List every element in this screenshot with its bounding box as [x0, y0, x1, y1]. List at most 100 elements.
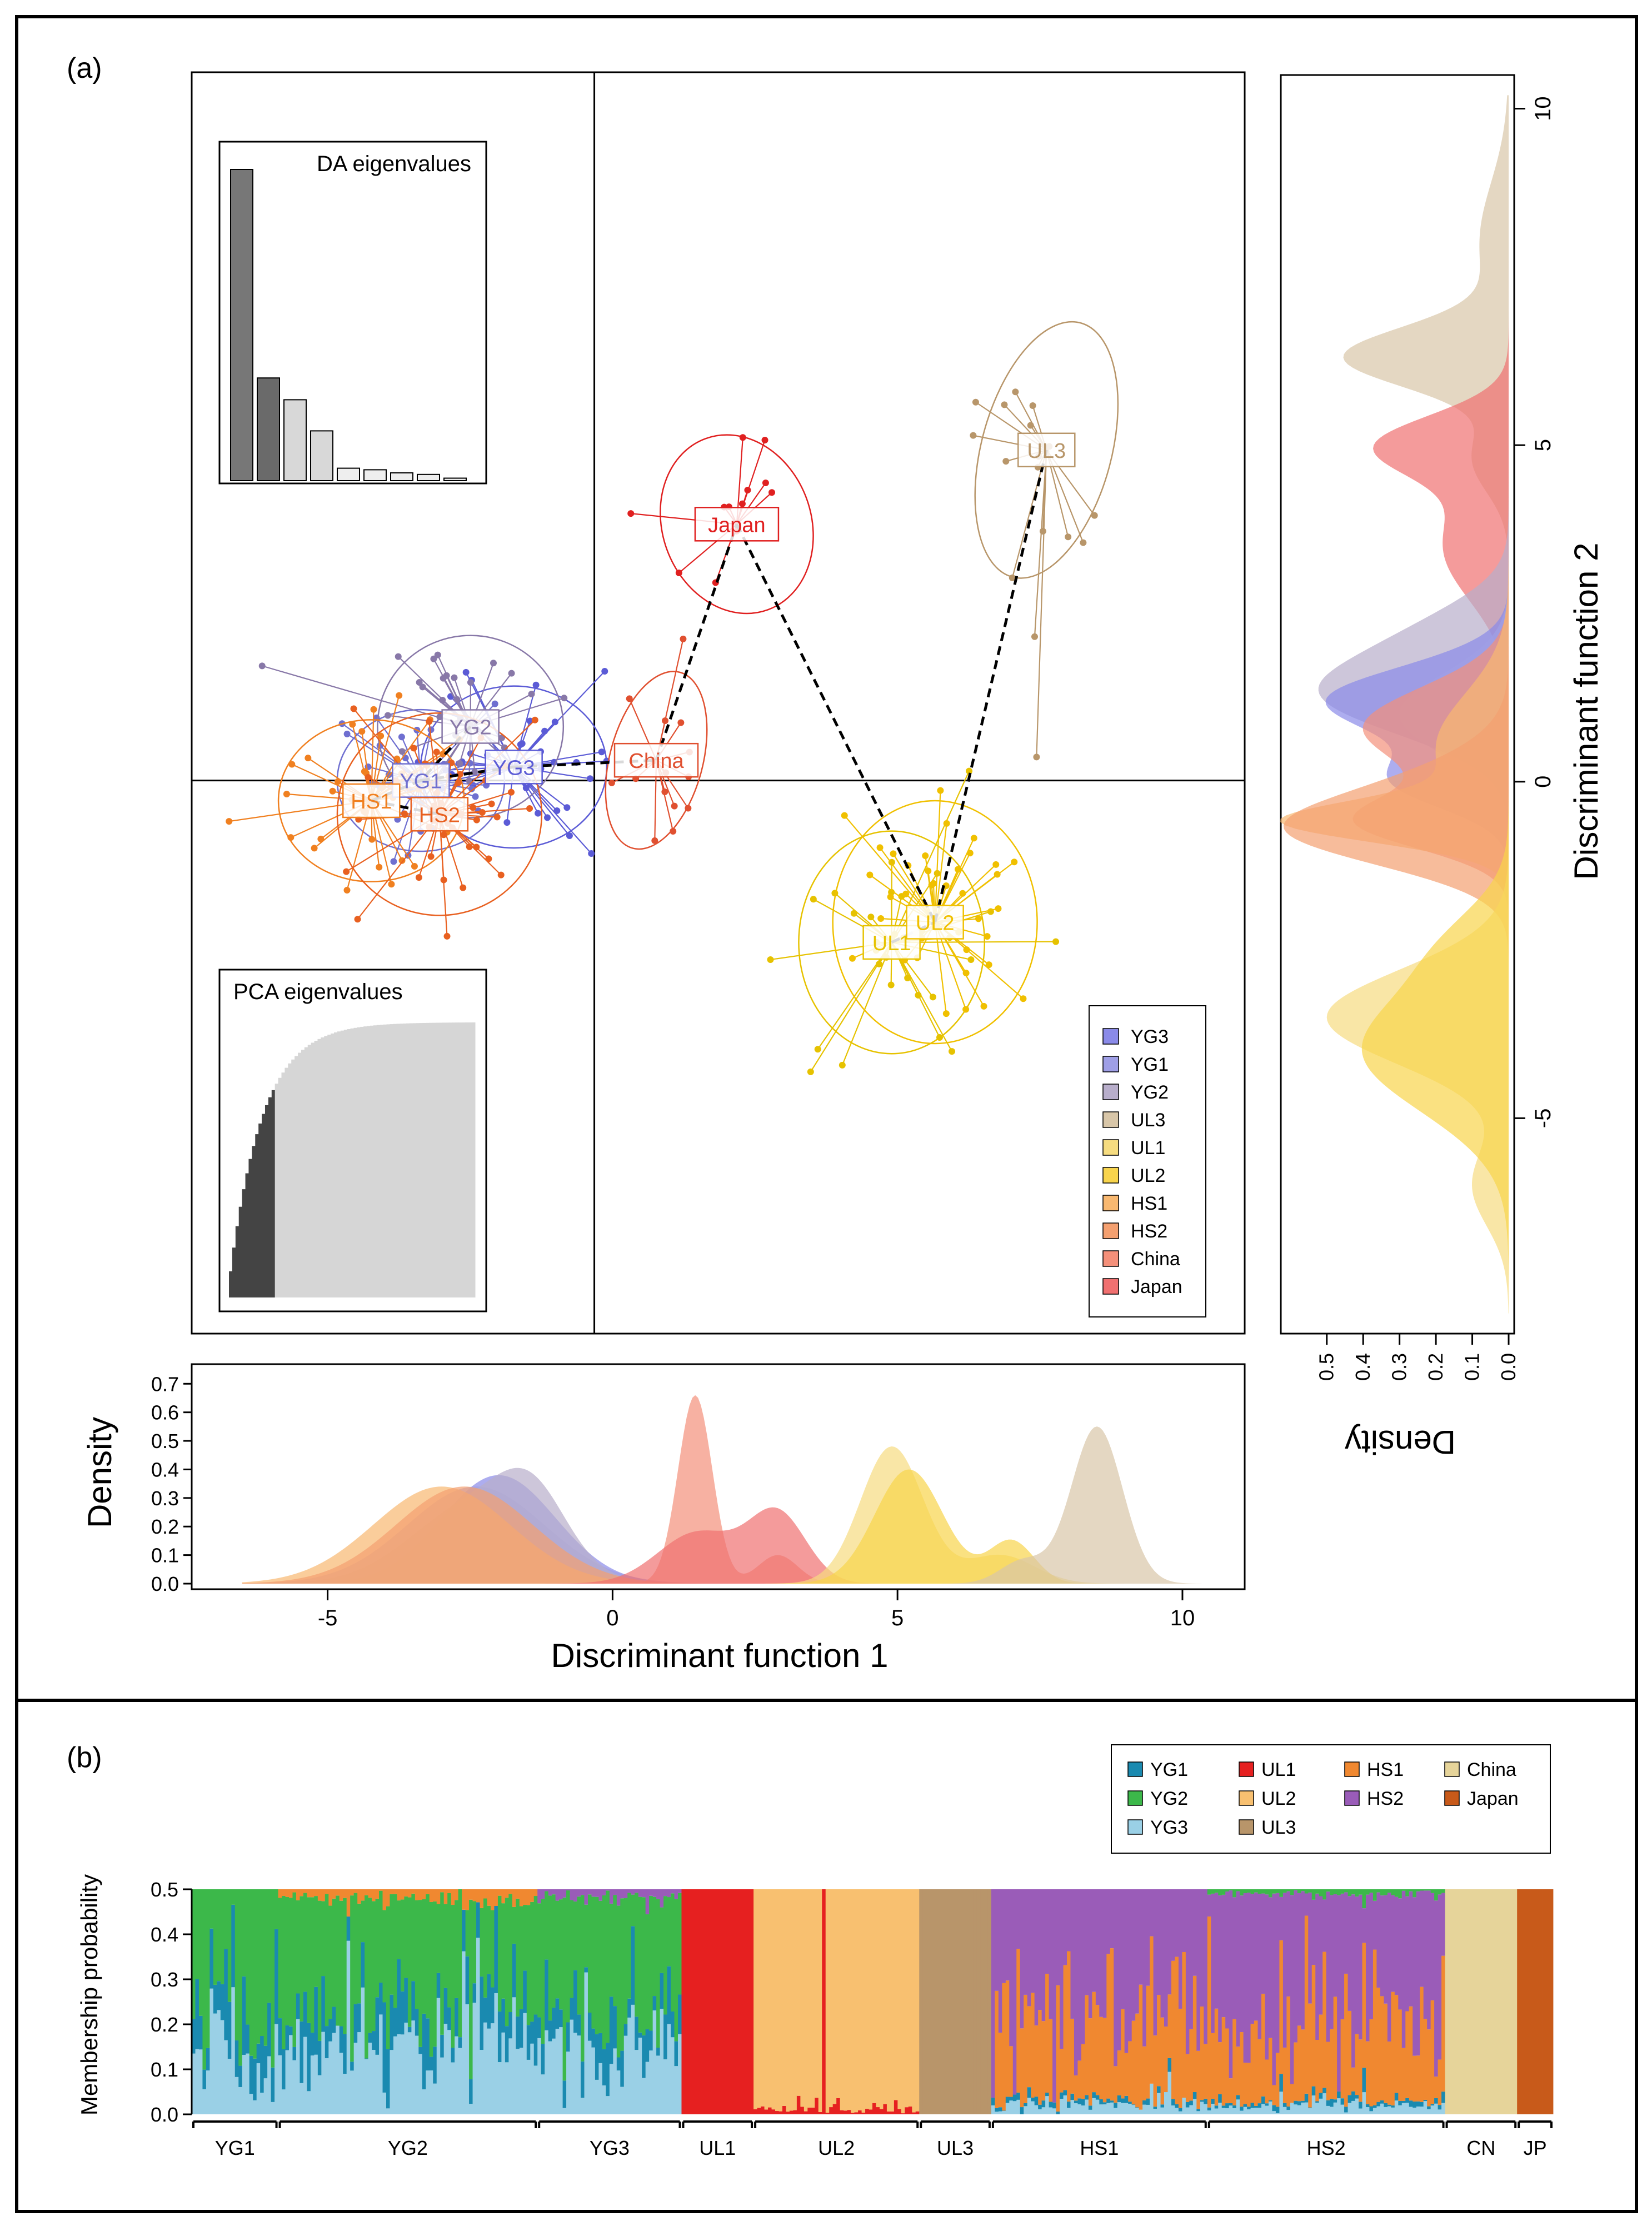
membership-segment: [1344, 1889, 1348, 1893]
membership-segment: [415, 2035, 419, 2114]
point: [416, 679, 423, 686]
membership-segment: [1178, 2111, 1182, 2114]
point: [419, 683, 426, 691]
membership-segment: [1049, 2102, 1053, 2108]
point: [972, 398, 979, 406]
membership-segment: [213, 2013, 217, 2114]
membership-segment: [339, 2053, 343, 2114]
membership-segment: [462, 1889, 466, 1910]
membership-legend-label: UL3: [1261, 1817, 1296, 1838]
membership-segment: [234, 2040, 239, 2077]
point: [329, 787, 336, 795]
membership-segment: [995, 1889, 999, 1991]
membership-segment: [465, 1910, 470, 1957]
membership-segment: [1211, 2033, 1215, 2099]
membership-segment: [1077, 2060, 1082, 2099]
pca-bar: [311, 1042, 315, 1297]
membership-segment: [1221, 2017, 1226, 2106]
x-tick-label: 0.2: [1424, 1353, 1447, 1381]
membership-segment: [1261, 2096, 1265, 2104]
pca-bar: [406, 1023, 410, 1297]
point: [466, 777, 473, 784]
membership-segment: [530, 2043, 535, 2114]
pca-bar: [429, 1022, 433, 1297]
membership-segment: [1117, 2102, 1121, 2114]
membership-legend-label: UL1: [1261, 1759, 1296, 1780]
point: [929, 994, 936, 1001]
membership-segment: [840, 1889, 844, 2110]
membership-segment: [353, 2004, 358, 2043]
membership-segment: [660, 1973, 664, 2009]
point: [551, 718, 558, 726]
membership-segment: [908, 2106, 912, 2114]
membership-segment: [844, 1889, 848, 2111]
pca-bar: [245, 1173, 249, 1297]
membership-segment: [307, 2091, 311, 2114]
membership-segment: [1279, 1889, 1284, 1897]
membership-segment: [587, 1889, 592, 1895]
membership-segment: [573, 1889, 577, 1901]
membership-segment: [1240, 2107, 1244, 2111]
membership-segment: [1020, 2107, 1024, 2114]
membership-segment: [1531, 1889, 1535, 2114]
y-tick-label: 0.0: [151, 2103, 178, 2126]
membership-segment: [1063, 1965, 1067, 2090]
membership-segment: [1102, 2102, 1107, 2105]
membership-segment: [234, 1889, 239, 2041]
membership-segment: [1286, 2106, 1291, 2110]
point: [866, 871, 874, 879]
membership-segment: [393, 2008, 397, 2037]
point: [377, 732, 385, 740]
membership-legend-label: YG2: [1150, 1788, 1188, 1809]
membership-segment: [365, 1889, 368, 1895]
membership-legend-label: HS2: [1367, 1788, 1404, 1809]
membership-segment: [1102, 1889, 1107, 2018]
membership-segment: [1452, 1889, 1456, 2114]
membership-segment: [483, 2022, 487, 2114]
label-box: [342, 783, 401, 818]
membership-segment: [317, 1889, 322, 1901]
point: [1011, 859, 1018, 866]
membership-segment: [685, 1889, 689, 2114]
membership-segment: [397, 2034, 401, 2114]
membership-segment: [1322, 1899, 1327, 1952]
pca-bar: [347, 1029, 351, 1297]
membership-segment: [577, 1889, 581, 1897]
membership-segment: [1510, 1889, 1514, 2114]
membership-segment: [353, 1889, 358, 1893]
point: [433, 748, 440, 756]
membership-segment: [552, 2038, 556, 2114]
membership-segment: [274, 1929, 278, 2024]
membership-segment: [606, 1890, 610, 2043]
membership-segment: [620, 2087, 625, 2114]
pca-inset-title: PCA eigenvalues: [233, 980, 403, 1004]
membership-segment: [1401, 2100, 1406, 2103]
membership-segment: [768, 2107, 772, 2114]
membership-segment: [1024, 2103, 1028, 2107]
point: [807, 1068, 814, 1075]
mst-edge: [735, 523, 936, 923]
membership-segment: [382, 2092, 387, 2114]
membership-segment: [1359, 1889, 1362, 1895]
membership-segment: [559, 1899, 563, 2010]
membership-segment: [1539, 1889, 1543, 2114]
membership-segment: [861, 1889, 866, 2113]
membership-segment: [775, 1889, 779, 2112]
membership-segment: [292, 1892, 297, 2047]
membership-segment: [1261, 1889, 1265, 1894]
y-tick-label: 0.6: [151, 1401, 179, 1424]
membership-segment: [523, 1889, 527, 1905]
membership-segment: [1012, 1889, 1017, 2095]
membership-segment: [1070, 1889, 1075, 2019]
pca-bar: [468, 1022, 472, 1297]
membership-segment: [671, 1889, 675, 1894]
point: [451, 674, 458, 681]
membership-segment: [1347, 1896, 1352, 2011]
membership-segment: [602, 2049, 606, 2085]
membership-segment: [1430, 2000, 1435, 2104]
membership-segment: [263, 2045, 268, 2079]
membership-segment: [1243, 2107, 1247, 2114]
legend-swatch: [1102, 1084, 1119, 1100]
membership-segment: [1275, 1893, 1280, 2053]
membership-segment: [361, 1900, 365, 1943]
